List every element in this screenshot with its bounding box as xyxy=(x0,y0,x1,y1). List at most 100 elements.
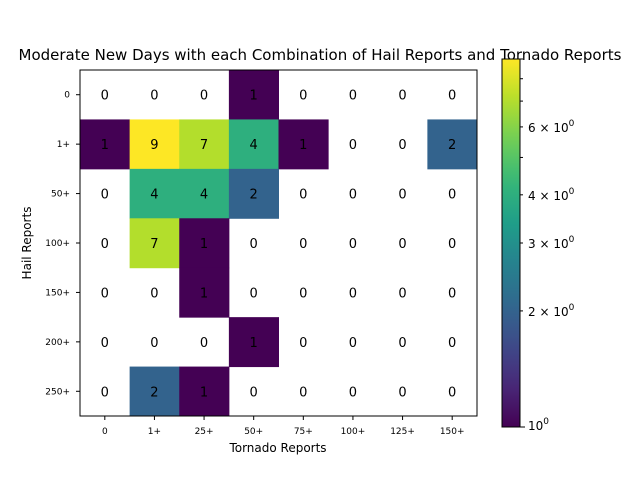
cell-value-label: 0 xyxy=(150,336,158,351)
x-axis-ticks: 0 1+ 25+ 50+ 75+ 100+ 125+ 150+ xyxy=(102,416,465,437)
cell-value-label: 2 xyxy=(150,385,158,400)
heatmap-cell xyxy=(179,218,230,269)
cell-value-label: 2 xyxy=(448,138,456,153)
y-tick-label: 100+ xyxy=(45,239,70,249)
y-tick-label: 200+ xyxy=(45,338,70,348)
heatmap-cell xyxy=(179,168,230,219)
cell-value-label: 1 xyxy=(200,286,208,301)
y-tick-label: 150+ xyxy=(45,288,70,298)
cell-value-label: 2 xyxy=(250,188,258,203)
cell-value-label: 7 xyxy=(200,138,208,153)
heatmap-cell xyxy=(129,218,180,269)
x-tick-label: 50+ xyxy=(244,427,263,437)
heatmap-cell-labels: 0 0 0 1 0 0 0 0 1 9 7 4 1 0 0 2 0 4 4 2 0 0 0 0 0 7 1 0 0 0 0 0 0 0 1 0 0 0 0 0… xyxy=(101,89,457,401)
cell-value-label: 0 xyxy=(349,188,357,203)
x-tick-label: 1+ xyxy=(148,427,161,437)
colorbar-major-tick-label: 100 xyxy=(528,417,549,433)
cell-value-label: 0 xyxy=(101,336,109,351)
y-axis-label: Hail Reports xyxy=(20,207,34,280)
cell-value-label: 0 xyxy=(101,237,109,252)
heatmap-cell xyxy=(80,119,131,170)
y-tick-label: 50+ xyxy=(51,190,70,200)
cell-value-label: 4 xyxy=(200,188,208,203)
y-axis-ticks: 0 1+ 50+ 100+ 150+ 200+ 250+ xyxy=(45,91,80,397)
colorbar-minor-tick-label: 6 × 100 xyxy=(528,119,575,135)
cell-value-label: 0 xyxy=(398,188,406,203)
cell-value-label: 0 xyxy=(398,237,406,252)
x-tick-label: 0 xyxy=(102,427,108,437)
cell-value-label: 0 xyxy=(448,336,456,351)
colorbar xyxy=(501,58,521,428)
cell-value-label: 0 xyxy=(349,89,357,104)
cell-value-label: 0 xyxy=(448,89,456,104)
heatmap-cell xyxy=(427,119,478,170)
cell-value-label: 0 xyxy=(101,89,109,104)
cell-value-label: 0 xyxy=(349,237,357,252)
cell-value-label: 0 xyxy=(448,237,456,252)
cell-value-label: 0 xyxy=(448,385,456,400)
cell-value-label: 0 xyxy=(398,138,406,153)
cell-value-label: 0 xyxy=(398,286,406,301)
y-tick-label: 0 xyxy=(64,91,70,101)
cell-value-label: 0 xyxy=(349,385,357,400)
cell-value-label: 0 xyxy=(299,188,307,203)
heatmap-cell xyxy=(278,119,329,170)
cell-value-label: 0 xyxy=(200,336,208,351)
cell-value-label: 4 xyxy=(250,138,258,153)
cell-value-label: 1 xyxy=(250,336,258,351)
y-tick-label: 1+ xyxy=(57,140,70,150)
x-tick-label: 25+ xyxy=(195,427,214,437)
chart-title: Moderate New Days with each Combination … xyxy=(19,46,622,64)
colorbar-minor-tick-label: 3 × 100 xyxy=(528,235,575,251)
heatmap-cell xyxy=(129,366,180,417)
cell-value-label: 0 xyxy=(200,89,208,104)
cell-value-label: 0 xyxy=(299,385,307,400)
cell-value-label: 0 xyxy=(299,237,307,252)
heatmap-cell xyxy=(129,119,180,170)
cell-value-label: 1 xyxy=(101,138,109,153)
cell-value-label: 0 xyxy=(299,89,307,104)
cell-value-label: 0 xyxy=(101,385,109,400)
x-tick-label: 125+ xyxy=(390,427,415,437)
x-tick-label: 75+ xyxy=(294,427,313,437)
cell-value-label: 0 xyxy=(398,385,406,400)
heatmap-cell xyxy=(228,168,279,219)
cell-value-label: 4 xyxy=(150,188,158,203)
cell-value-label: 0 xyxy=(150,89,158,104)
cell-value-label: 0 xyxy=(349,138,357,153)
cell-value-label: 0 xyxy=(250,286,258,301)
cell-value-label: 0 xyxy=(101,286,109,301)
cell-value-label: 0 xyxy=(150,286,158,301)
colorbar-minor-tick-label: 2 × 100 xyxy=(528,303,575,319)
cell-value-label: 0 xyxy=(398,89,406,104)
cell-value-label: 0 xyxy=(448,188,456,203)
cell-value-label: 1 xyxy=(250,89,258,104)
x-tick-label: 150+ xyxy=(440,427,465,437)
cell-value-label: 1 xyxy=(299,138,307,153)
cell-value-label: 0 xyxy=(299,286,307,301)
heatmap-cell xyxy=(179,119,230,170)
heatmap-cell xyxy=(179,366,230,417)
colorbar-ticks: 100 2 × 100 3 × 100 4 × 100 6 × 100 xyxy=(520,58,575,433)
cell-value-label: 0 xyxy=(448,286,456,301)
heatmap-cell xyxy=(228,70,279,120)
cell-value-label: 0 xyxy=(349,286,357,301)
cell-value-label: 0 xyxy=(398,336,406,351)
y-tick-label: 250+ xyxy=(45,387,70,397)
heatmap-cell xyxy=(228,317,279,368)
colorbar-minor-tick-label: 4 × 100 xyxy=(528,187,575,203)
cell-value-label: 0 xyxy=(299,336,307,351)
cell-value-label: 0 xyxy=(250,237,258,252)
heatmap-cell xyxy=(228,119,279,170)
cell-value-label: 1 xyxy=(200,385,208,400)
heatmap-cell xyxy=(179,267,230,318)
heatmap-cells xyxy=(80,70,478,417)
x-axis-label: Tornado Reports xyxy=(228,441,326,455)
cell-value-label: 0 xyxy=(101,188,109,203)
cell-value-label: 1 xyxy=(200,237,208,252)
cell-value-label: 7 xyxy=(150,237,158,252)
x-tick-label: 100+ xyxy=(341,427,366,437)
cell-value-label: 9 xyxy=(150,138,158,153)
cell-value-label: 0 xyxy=(349,336,357,351)
